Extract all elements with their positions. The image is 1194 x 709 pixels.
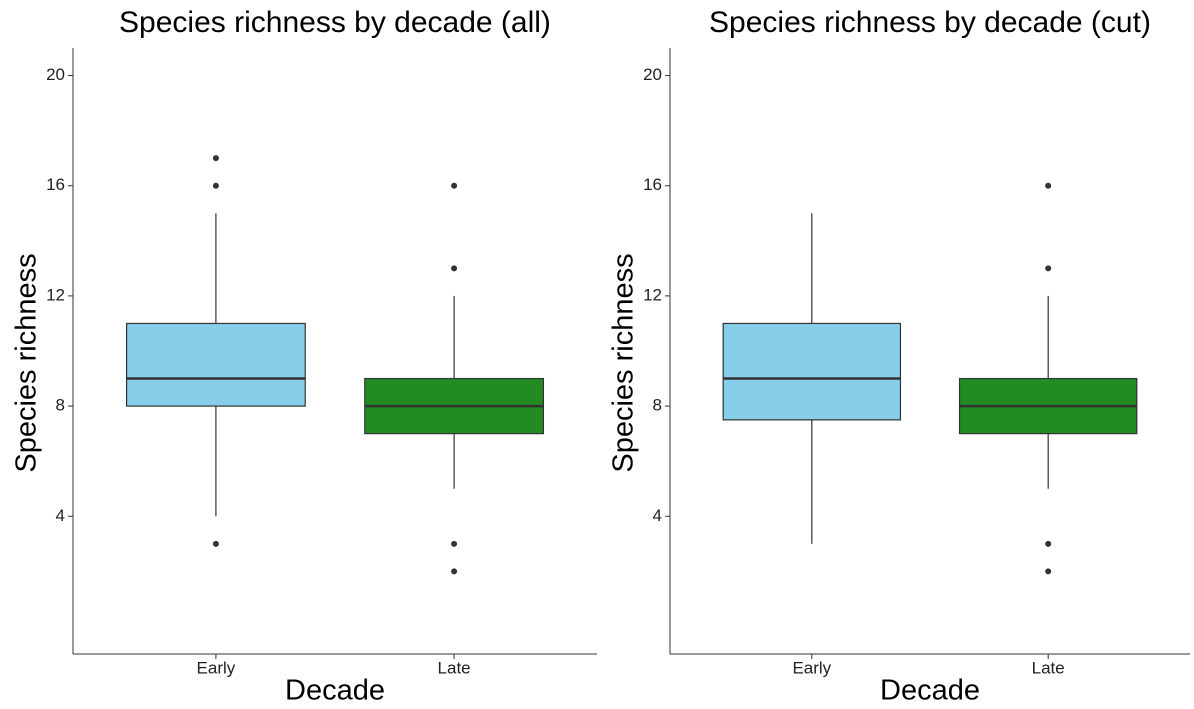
chart-title: Species richness by decade (cut)	[709, 6, 1151, 39]
outlier	[212, 155, 219, 162]
y-tick-label: 4	[56, 506, 65, 525]
x-tick-label: Late	[438, 658, 471, 677]
outlier	[1045, 568, 1052, 575]
x-tick-label: Early	[792, 658, 831, 677]
y-tick-label: 8	[56, 396, 65, 415]
chart-title: Species richness by decade (all)	[119, 6, 551, 39]
y-tick-label: 8	[653, 396, 662, 415]
outlier	[1045, 265, 1052, 272]
y-axis-label: Species richness	[11, 253, 43, 472]
outlier	[451, 568, 458, 575]
outlier	[451, 265, 458, 272]
y-axis-label: Species richness	[608, 253, 640, 472]
outlier	[1045, 540, 1052, 547]
box	[125, 322, 306, 407]
y-tick-label: 16	[643, 175, 662, 194]
outlier	[1045, 182, 1052, 189]
box	[722, 322, 902, 421]
outlier	[451, 540, 458, 547]
panel: Species richness by decade (all) 4 8 12 16 20…	[11, 6, 597, 707]
outlier	[451, 182, 458, 189]
y-tick-label: 12	[643, 285, 662, 304]
x-axis-label: Decade	[285, 675, 385, 707]
outlier	[212, 182, 219, 189]
outlier	[212, 540, 219, 547]
x-tick-label: Early	[197, 658, 236, 677]
y-tick-label: 16	[46, 175, 65, 194]
panel: Species richness by decade (cut) 4 8 12 16 20…	[608, 6, 1190, 707]
x-tick-label: Late	[1032, 658, 1065, 677]
y-tick-label: 12	[46, 285, 65, 304]
y-tick-label: 20	[46, 65, 65, 84]
x-axis-label: Decade	[880, 675, 980, 707]
y-tick-label: 20	[643, 65, 662, 84]
y-tick-label: 4	[653, 506, 662, 525]
